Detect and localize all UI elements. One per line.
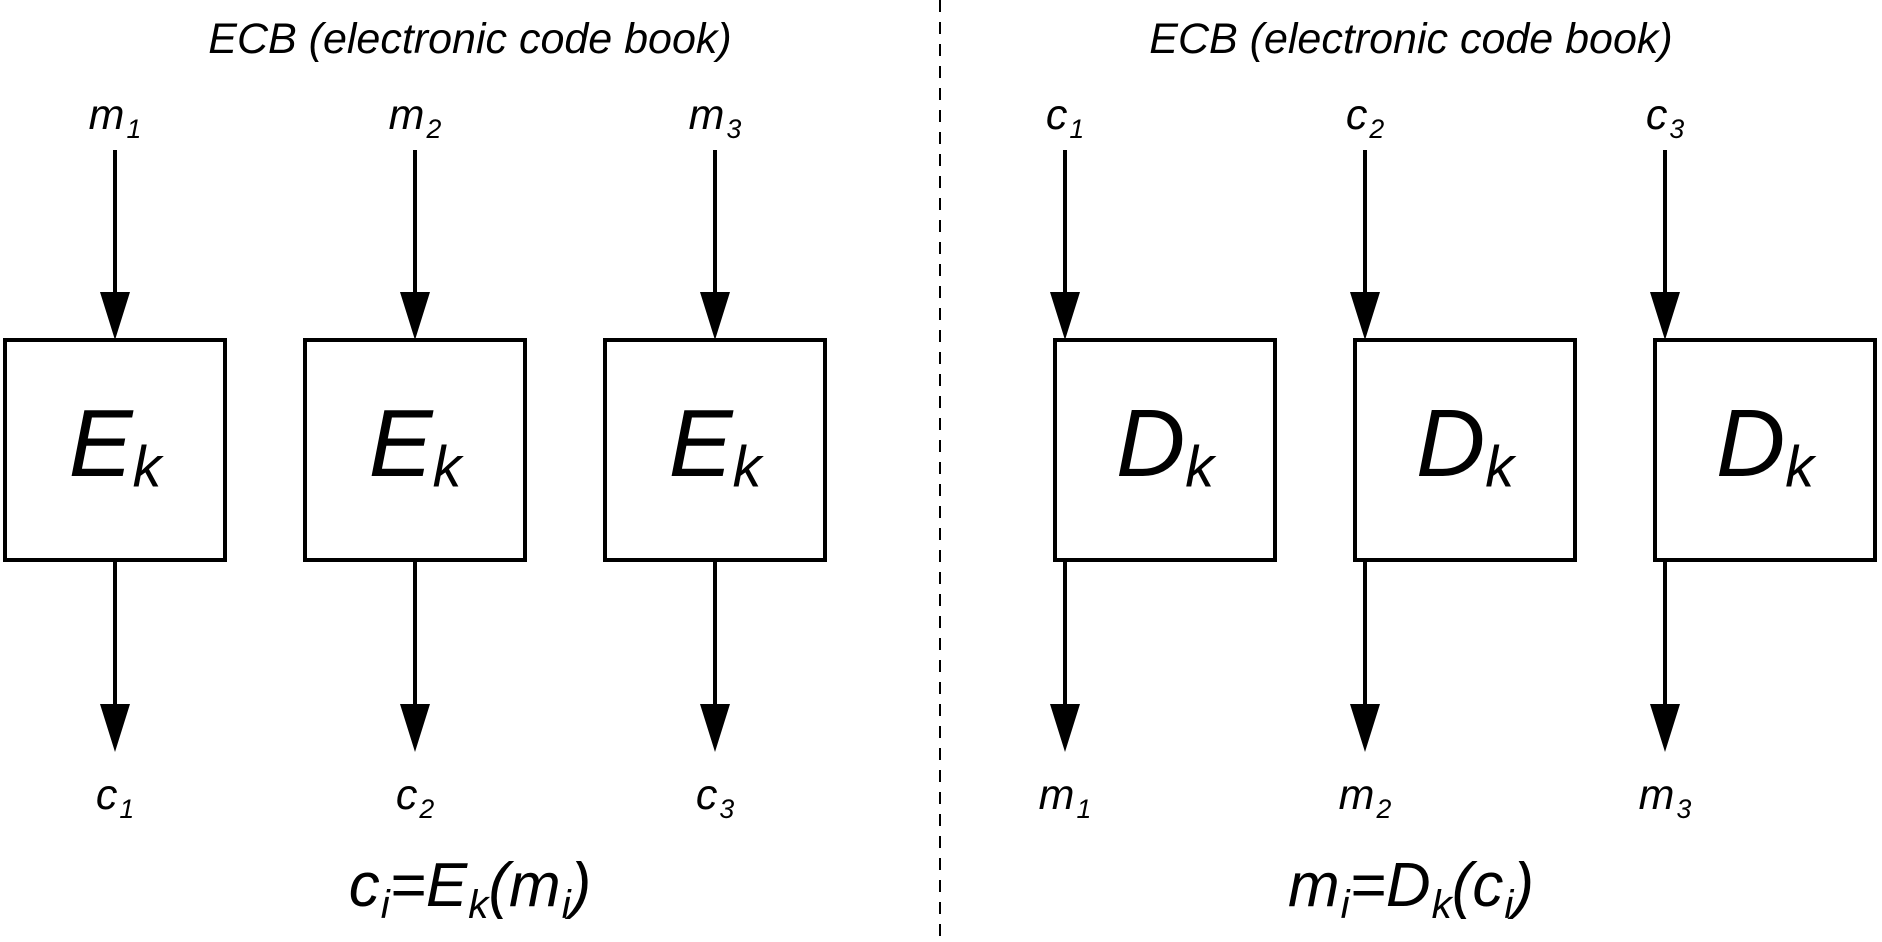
- input-arrow-head-3: [700, 292, 730, 340]
- dec-input-arrow-line-1: [1063, 150, 1067, 300]
- encrypt-block-2-label: Ek: [368, 389, 462, 499]
- output-arrow-head-3: [700, 704, 730, 752]
- plaintext-block-1-label: m1: [88, 91, 142, 144]
- dec-output-arrow-head-3: [1650, 704, 1680, 752]
- encrypt-block-1: Ek: [3, 338, 227, 562]
- dec-input-arrow-line-2: [1363, 150, 1367, 300]
- input-arrow-head-2: [400, 292, 430, 340]
- output-arrow-head-1: [100, 704, 130, 752]
- encryption-formula: ci=Ek(mi): [348, 851, 592, 928]
- decryption-formula: mi=Dk(ci): [1287, 851, 1535, 928]
- ciphertext-block-1-label: c1: [95, 771, 135, 824]
- ciphertext-block-3-label: c3: [695, 771, 735, 824]
- decrypt-block-3: Dk: [1653, 338, 1877, 562]
- decrypt-block-2-label: Dk: [1415, 389, 1515, 499]
- decryption-pane: ECB (electronic code book) c1 Dk m1 c2 D…: [940, 0, 1882, 942]
- output-arrow-line-3: [713, 562, 717, 712]
- encryption-title: ECB (electronic code book): [208, 15, 732, 63]
- dec-input-arrow-head-2: [1350, 292, 1380, 340]
- decryption-title: ECB (electronic code book): [1149, 15, 1673, 63]
- input-arrow-head-1: [100, 292, 130, 340]
- ciphertext-input-1-label: c1: [1045, 91, 1085, 144]
- ciphertext-input-2-label: c2: [1345, 91, 1385, 144]
- dashed-divider: [939, 0, 941, 942]
- output-arrow-line-2: [413, 562, 417, 712]
- plaintext-output-3-label: m3: [1638, 771, 1692, 824]
- encryption-pane: ECB (electronic code book) m1 Ek c1 m2 E…: [0, 0, 940, 942]
- ciphertext-block-2-label: c2: [395, 771, 435, 824]
- encrypt-block-1-label: Ek: [68, 389, 162, 499]
- plaintext-output-1-label: m1: [1038, 771, 1092, 824]
- dec-input-arrow-head-1: [1050, 292, 1080, 340]
- plaintext-block-3-label: m3: [688, 91, 742, 144]
- plaintext-block-2-label: m2: [388, 91, 442, 144]
- dec-input-arrow-line-3: [1663, 150, 1667, 300]
- decrypt-block-2: Dk: [1353, 338, 1577, 562]
- dec-output-arrow-line-2: [1363, 562, 1367, 712]
- encrypt-block-3: Ek: [603, 338, 827, 562]
- dec-output-arrow-line-1: [1063, 562, 1067, 712]
- ciphertext-input-3-label: c3: [1645, 91, 1685, 144]
- input-arrow-line-3: [713, 150, 717, 300]
- decrypt-block-1: Dk: [1053, 338, 1277, 562]
- encrypt-block-3-label: Ek: [668, 389, 762, 499]
- output-arrow-line-1: [113, 562, 117, 712]
- plaintext-output-2-label: m2: [1338, 771, 1392, 824]
- input-arrow-line-1: [113, 150, 117, 300]
- decrypt-block-1-label: Dk: [1115, 389, 1215, 499]
- dec-output-arrow-line-3: [1663, 562, 1667, 712]
- dec-output-arrow-head-2: [1350, 704, 1380, 752]
- encrypt-block-2: Ek: [303, 338, 527, 562]
- dec-input-arrow-head-3: [1650, 292, 1680, 340]
- output-arrow-head-2: [400, 704, 430, 752]
- decrypt-block-3-label: Dk: [1715, 389, 1815, 499]
- dec-output-arrow-head-1: [1050, 704, 1080, 752]
- input-arrow-line-2: [413, 150, 417, 300]
